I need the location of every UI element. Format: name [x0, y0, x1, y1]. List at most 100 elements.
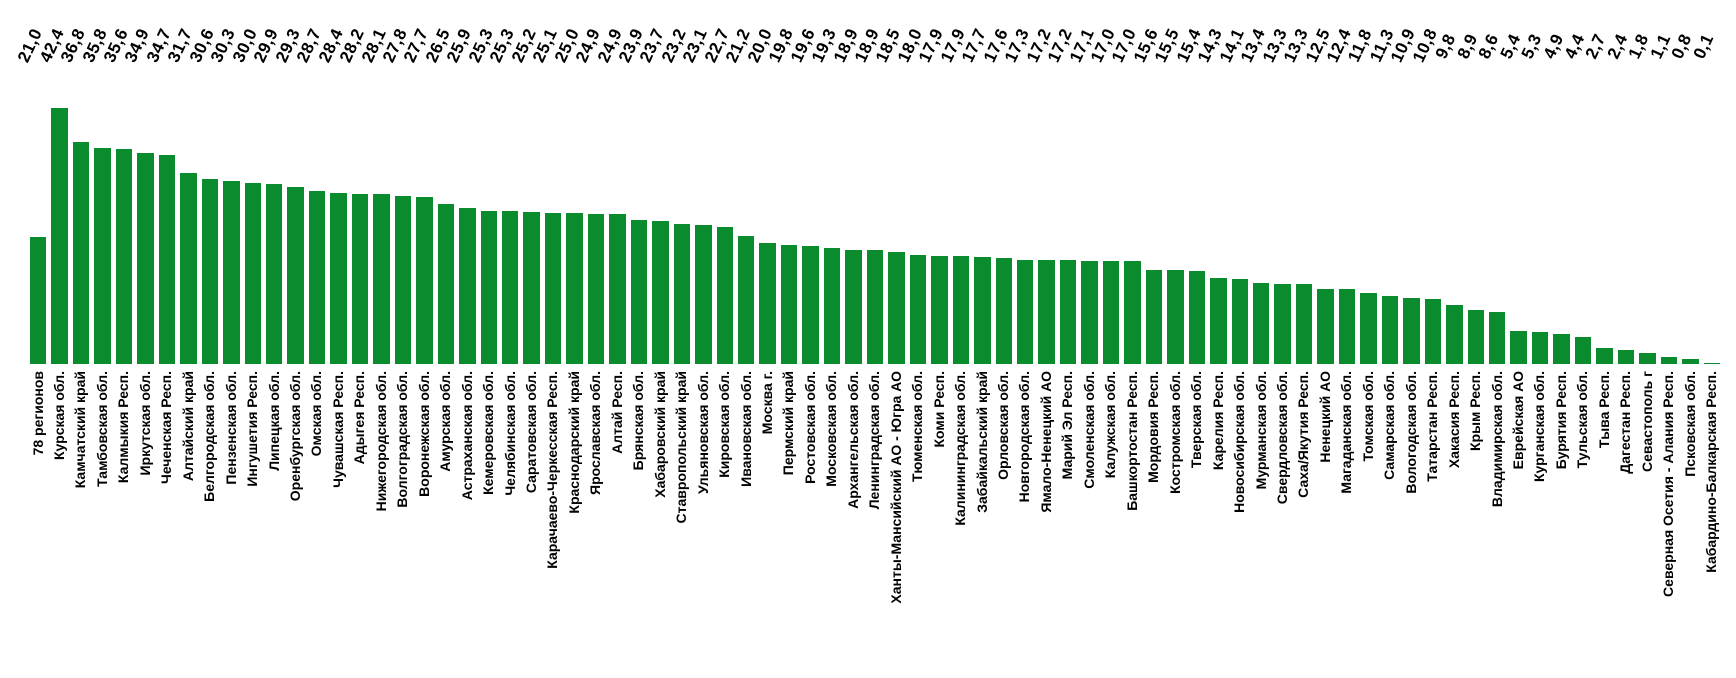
bar: [1274, 283, 1291, 364]
bar-slot: [995, 97, 1012, 364]
x-tick-label: Владимирская обл.: [1489, 371, 1505, 678]
x-tick-text: Курганская обл.: [1531, 371, 1548, 483]
bar: [1252, 283, 1270, 364]
x-tick-label: Костромская обл.: [1167, 371, 1183, 678]
bar: [1210, 277, 1227, 364]
x-tick-text: Севастополь г: [1638, 371, 1655, 472]
x-tick-label: Чувашская Респ.: [330, 371, 346, 678]
x-tick-label: Алтайский край: [180, 371, 196, 678]
chart-column: 21,0 78 регионов: [14, 0, 47, 678]
x-tick-label: Новосибирская обл.: [1231, 371, 1248, 678]
x-tick-label: Тульская обл.: [1574, 371, 1591, 678]
chart-column: 35,6 Калмыкия Респ.: [100, 0, 133, 678]
bar-slot: [630, 97, 648, 364]
chart-column: 30,0 Ингушетия Респ.: [229, 0, 261, 678]
x-tick-label: Калининградская обл.: [952, 371, 969, 678]
x-tick-label: Калмыкия Респ.: [115, 371, 132, 678]
chart-column: 29,9 Липецкая обл.: [250, 0, 283, 678]
x-tick-text: Татарстан Респ.: [1424, 371, 1441, 482]
bar-slot: [1145, 97, 1163, 364]
bar: [1596, 347, 1613, 364]
chart-column: 30,6 Белгородская обл.: [186, 0, 219, 678]
x-tick-label: Еврейская АО: [1510, 371, 1526, 678]
bar-slot: [866, 97, 884, 364]
x-tick-label: Брянская обл.: [630, 371, 647, 678]
bar-slot: [823, 97, 841, 364]
x-tick-text: Псковская обл.: [1681, 371, 1698, 477]
bar-slot: [695, 97, 712, 364]
bar-slot: [437, 97, 455, 364]
bar-slot: [888, 97, 905, 364]
chart-column: 0,8 Псковская обл.: [1668, 0, 1699, 678]
chart-column: 25,3 Кемеровская обл.: [465, 0, 498, 678]
bar-slot: [1252, 97, 1270, 364]
x-tick-text: Владимирская обл.: [1488, 371, 1505, 508]
bar-slot: [1295, 97, 1313, 364]
x-tick-label: Чеченская Респ.: [158, 371, 175, 678]
x-tick-text: Иркутская обл.: [136, 371, 153, 476]
bar: [1660, 357, 1678, 364]
bar-slot: [1467, 97, 1484, 364]
x-tick-text: Бурятия Респ.: [1552, 371, 1569, 470]
bar: [223, 181, 240, 364]
bar: [137, 153, 154, 364]
bar: [566, 213, 583, 364]
x-tick-label: Самарская обл.: [1381, 371, 1398, 678]
bar: [931, 255, 948, 364]
chart-column: 17,1 Смоленская обл.: [1065, 0, 1098, 678]
chart-column: 25,2 Саратовская обл.: [508, 0, 540, 678]
x-tick-text: Московская обл.: [823, 371, 840, 487]
chart-column: 11,3 Самарская обл.: [1366, 0, 1399, 678]
bar-slot: [1188, 97, 1206, 364]
chart-column: 17,7 Забайкальский край: [958, 0, 991, 678]
bar-slot: [1682, 97, 1699, 364]
x-tick-label: Ненецкий АО: [1317, 371, 1333, 678]
bar-slot: [1124, 97, 1141, 364]
x-tick-text: Томская обл.: [1359, 371, 1376, 462]
bar: [1703, 363, 1720, 364]
bar-slot: [502, 97, 519, 364]
chart-column: 34,9 Иркутская обл.: [121, 0, 154, 678]
bar: [1617, 349, 1635, 364]
bar-slot: [373, 97, 390, 364]
x-tick-label: Тыва Респ.: [1596, 371, 1612, 678]
chart-column: 4,9 Бурятия Респ.: [1539, 0, 1570, 678]
x-tick-label: Камчатский край: [72, 371, 89, 678]
bar-slot: [72, 97, 90, 364]
chart-column: 28,4 Чувашская Респ.: [315, 0, 347, 678]
chart-column: 2,7 Тыва Респ.: [1582, 0, 1613, 678]
bar-slot: [738, 97, 755, 364]
x-tick-label: Вологодская обл.: [1403, 371, 1419, 678]
x-tick-text: Пензенская обл.: [222, 371, 239, 485]
bar-slot: [544, 97, 562, 364]
bar-slot: [802, 97, 819, 364]
x-tick-label: Татарстан Респ.: [1424, 371, 1441, 678]
bar: [459, 207, 476, 364]
x-tick-label: Северная Осетия - Алания Респ.: [1660, 371, 1677, 678]
chart-column: 17,2 Ямало-Ненецкий АО: [1023, 0, 1055, 678]
bar: [1488, 312, 1506, 364]
x-tick-text: 78 регионов: [29, 371, 46, 456]
x-tick-text: Чувашская Респ.: [329, 371, 346, 488]
x-tick-label: Севастополь г: [1639, 371, 1655, 678]
bar: [394, 196, 412, 364]
bar: [1639, 353, 1656, 364]
bar-slot: [459, 97, 476, 364]
bar-slot: [780, 97, 798, 364]
bar-slot: [1510, 97, 1527, 364]
x-tick-label: Адыгея Респ.: [351, 371, 368, 678]
chart-column: 4,4 Тульская обл.: [1561, 0, 1592, 678]
bar: [716, 226, 734, 364]
chart-column: 28,2 Адыгея Респ.: [336, 0, 369, 678]
bar: [780, 244, 798, 364]
bar: [866, 249, 884, 364]
x-tick-text: Амурская обл.: [437, 371, 454, 472]
bar: [673, 223, 691, 364]
bar: [480, 211, 498, 364]
x-tick-label: Волгоградская обл.: [394, 371, 411, 678]
x-tick-text: Пермский край: [780, 371, 797, 476]
bar-slot: [1553, 97, 1570, 364]
x-tick-text: Волгоградская обл.: [394, 371, 411, 508]
x-tick-label: Кировская обл.: [716, 371, 733, 678]
bar: [802, 245, 819, 364]
